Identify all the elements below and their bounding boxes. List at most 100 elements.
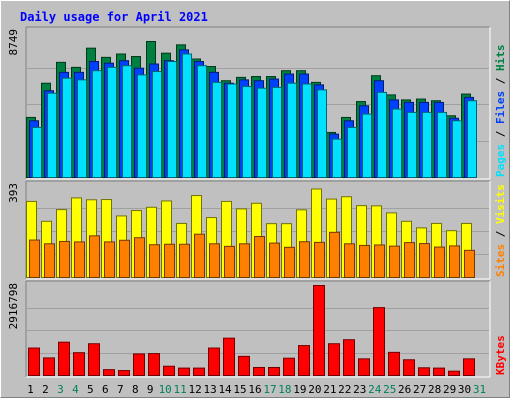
bar-pages-day-21 [332,138,342,178]
day-label-24: 24 [368,383,382,396]
bar-kbytes-day-27 [418,367,430,377]
panel-hits-files-pages: 8749 Pages / Files / Hits [7,26,507,180]
bar-sites-day-21 [329,231,340,278]
bar-pages-day-7 [122,65,132,178]
day-label-27: 27 [413,383,426,396]
bar-sites-day-4 [74,241,85,278]
bar-kbytes-day-21 [328,343,340,376]
bar-pages-day-17 [272,86,282,178]
bar-kbytes-day-15 [238,355,250,377]
bar-sites-day-30 [464,249,475,279]
bar-kbytes-day-28 [433,367,445,376]
day-label-30: 30 [458,383,471,396]
day-label-11: 11 [174,383,187,396]
bar-kbytes-day-12 [193,367,205,376]
day-label-12: 12 [189,383,202,396]
bar-kbytes-day-16 [253,366,265,377]
bar-sites-day-18 [284,246,295,279]
bar-kbytes-day-18 [283,357,295,376]
bar-kbytes-day-5 [88,343,100,376]
day-label-16: 16 [248,383,261,396]
y-max-label: 2916798 [7,283,20,329]
day-label-5: 5 [87,383,94,396]
bar-sites-day-27 [419,243,430,279]
day-label-1: 1 [27,383,34,396]
legend-entry-hits: Hits [494,45,507,72]
bar-pages-day-20 [317,89,327,178]
legend-hits-files-pages: Pages / Files / Hits [494,45,507,178]
bar-kbytes-day-4 [73,352,85,377]
bar-sites-day-6 [104,241,115,278]
day-label-31: 31 [473,383,486,396]
legend-separator: / [494,124,507,144]
bar-pages-day-1 [32,126,42,178]
bar-pages-day-3 [62,77,72,178]
bar-sites-day-9 [149,244,160,278]
bar-pages-day-22 [347,126,357,178]
bar-sites-day-8 [134,237,145,279]
legend-entry-kbytes: KBytes [494,335,507,375]
bar-sites-day-15 [239,243,250,278]
day-label-3: 3 [57,383,64,396]
legend-separator: / [494,224,507,244]
bar-pages-day-12 [197,65,207,178]
legend-entry-files: Files [494,91,507,124]
bar-kbytes-day-22 [343,339,355,377]
bar-pages-day-29 [452,120,462,178]
bar-kbytes-day-20 [313,285,325,376]
legend-entry-sites: Sites [494,244,507,277]
bar-pages-day-15 [242,86,252,178]
bar-kbytes-day-10 [163,365,175,377]
day-label-6: 6 [102,383,109,396]
bar-kbytes-day-8 [133,353,145,376]
bar-pages-day-5 [92,70,102,178]
bar-kbytes-day-19 [298,345,310,376]
bar-sites-day-26 [404,242,415,279]
bar-pages-day-24 [377,91,387,178]
x-axis-labels: 1 2 3 4 5 6 7 8 9 10 11 12 13 14 15 16 17 18 19 20 21 22 23 24 2… [27,383,486,396]
bar-pages-day-4 [77,79,87,178]
bar-pages-day-2 [47,92,57,178]
series-kbytes [28,285,475,377]
bar-sites-day-14 [224,245,235,279]
bar-sites-day-17 [269,242,280,278]
day-label-19: 19 [293,383,306,396]
day-label-25: 25 [383,383,396,396]
bar-sites-day-29 [449,245,460,278]
day-label-9: 9 [147,383,154,396]
bar-kbytes-day-3 [58,341,70,376]
legend-entry-pages: Pages [494,144,507,177]
bar-pages-day-18 [287,82,297,178]
day-label-13: 13 [203,383,216,396]
bar-pages-day-30 [467,100,477,178]
bar-sites-day-20 [314,241,325,278]
bar-kbytes-day-24 [373,307,385,376]
bar-sites-day-28 [434,246,445,278]
bar-kbytes-day-2 [43,357,55,377]
day-label-29: 29 [443,383,456,396]
bar-kbytes-day-6 [103,369,115,377]
bar-pages-day-13 [212,81,222,178]
bar-sites-day-24 [374,244,385,278]
bar-kbytes-day-1 [28,347,40,377]
panel-kbytes: 2916798 KBytes [7,280,507,378]
bar-pages-day-14 [227,83,237,178]
bar-pages-day-8 [137,74,147,178]
bar-kbytes-day-14 [223,337,235,377]
bar-kbytes-day-30 [463,358,475,376]
chart-title: Daily usage for April 2021 [20,10,208,24]
bar-kbytes-day-23 [358,358,370,376]
day-label-23: 23 [353,383,366,396]
bar-sites-day-7 [119,239,130,278]
bar-kbytes-day-7 [118,370,130,377]
day-label-22: 22 [338,383,351,396]
bar-sites-day-22 [344,243,355,278]
bar-pages-day-6 [107,66,117,178]
day-label-18: 18 [278,383,291,396]
bar-kbytes-day-13 [208,347,220,377]
bar-sites-day-12 [194,233,205,278]
legend-entry-visits: Visits [494,184,507,224]
chart-panels: 8749 Pages / Files / Hits 393 Sites / Visit… [7,26,507,378]
